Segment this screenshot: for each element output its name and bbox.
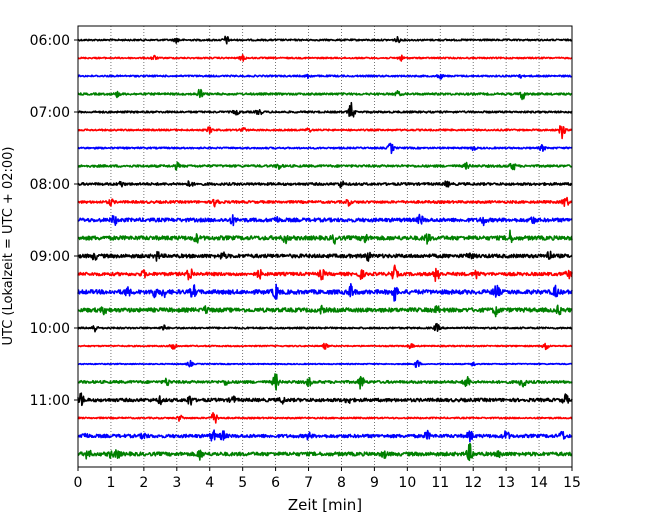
y-tick-label: 09:00 bbox=[30, 249, 70, 265]
trace-line bbox=[77, 392, 573, 407]
trace-line bbox=[77, 429, 573, 443]
trace-line bbox=[77, 412, 573, 424]
x-axis-ticks: 0 1 2 3 4 5 6 7 8 9 10 11 12 13 14 15 bbox=[74, 467, 581, 491]
trace-line bbox=[77, 213, 573, 227]
x-tick-label: 10 bbox=[398, 475, 416, 491]
x-tick-label: 7 bbox=[304, 475, 313, 491]
y-axis-label: UTC (Lokalzeit = UTC + 02:00) bbox=[1, 147, 16, 346]
trace-line bbox=[77, 88, 573, 101]
trace-line bbox=[77, 304, 573, 318]
trace-line bbox=[77, 161, 573, 171]
trace-line bbox=[77, 101, 573, 118]
x-tick-label: 14 bbox=[530, 475, 548, 491]
trace-line bbox=[77, 342, 573, 351]
y-tick-label: 11:00 bbox=[30, 393, 70, 409]
x-tick-label: 0 bbox=[74, 475, 83, 491]
trace-line bbox=[77, 142, 573, 155]
x-tick-label: 13 bbox=[497, 475, 515, 491]
plot-background bbox=[78, 26, 572, 467]
x-tick-label: 4 bbox=[205, 475, 214, 491]
trace-line bbox=[77, 322, 573, 333]
trace-line bbox=[77, 180, 573, 189]
x-tick-label: 2 bbox=[139, 475, 148, 491]
y-tick-label: 08:00 bbox=[30, 177, 70, 193]
trace-line bbox=[77, 359, 573, 368]
x-tick-label: 12 bbox=[464, 475, 482, 491]
y-tick-label: 10:00 bbox=[30, 321, 70, 337]
y-tick-label: 07:00 bbox=[30, 105, 70, 121]
x-tick-label: 11 bbox=[431, 475, 449, 491]
x-tick-label: 3 bbox=[172, 475, 181, 491]
x-axis-label: Zeit [min] bbox=[288, 496, 362, 514]
trace-line bbox=[77, 373, 573, 391]
x-tick-label: 15 bbox=[563, 475, 581, 491]
x-tick-label: 1 bbox=[106, 475, 115, 491]
x-tick-label: 5 bbox=[238, 475, 247, 491]
trace-line bbox=[77, 35, 573, 45]
trace-line bbox=[77, 125, 573, 140]
trace-line bbox=[77, 282, 573, 302]
y-axis-ticks: 06:00 07:00 08:00 09:00 10:00 11:00 bbox=[30, 33, 78, 409]
trace-line bbox=[77, 250, 573, 262]
y-tick-label: 06:00 bbox=[30, 33, 70, 49]
traces-group bbox=[77, 35, 573, 462]
x-tick-label: 9 bbox=[370, 475, 379, 491]
trace-line bbox=[77, 229, 573, 245]
trace-line bbox=[77, 442, 573, 462]
x-tick-label: 8 bbox=[337, 475, 346, 491]
x-tick-label: 6 bbox=[271, 475, 280, 491]
trace-line bbox=[77, 196, 573, 208]
trace-line bbox=[77, 53, 573, 62]
trace-line bbox=[77, 73, 573, 80]
trace-line bbox=[77, 264, 573, 283]
plot-frame bbox=[77, 25, 573, 468]
